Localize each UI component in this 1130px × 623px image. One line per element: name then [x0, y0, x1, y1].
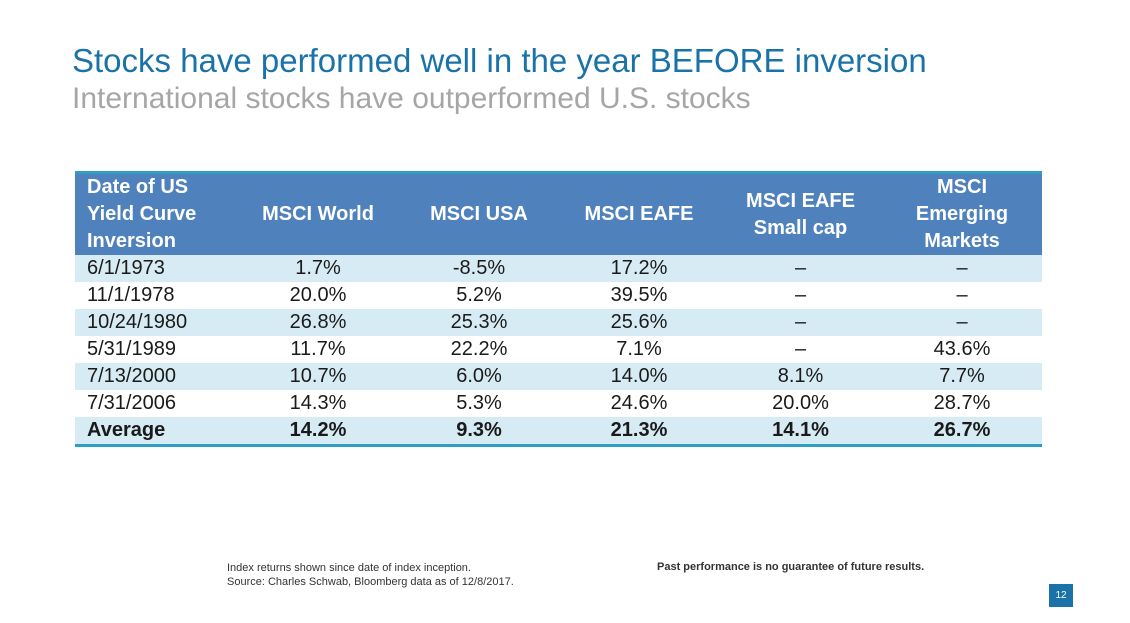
header-line: Inversion [87, 230, 176, 252]
table-row: 7/13/2000 10.7% 6.0% 14.0% 8.1% 7.7% [75, 363, 1042, 390]
msci-eafe-average: 21.3% [610, 419, 668, 441]
msci-world-cell: 1.7% [295, 257, 341, 279]
msci-eafe-small-cap-cell: – [794, 257, 807, 279]
msci-emerging-markets-cell: 7.7% [939, 365, 985, 387]
footnote: Index returns shown since date of index … [227, 561, 514, 589]
msci-emerging-markets-cell: 28.7% [933, 392, 991, 414]
msci-world-cell: 20.0% [289, 284, 347, 306]
table-row: 7/31/2006 14.3% 5.3% 24.6% 20.0% 28.7% [75, 390, 1042, 417]
msci-emerging-markets-average: 26.7% [933, 419, 991, 441]
msci-usa-cell: 5.3% [456, 392, 502, 414]
msci-eafe-small-cap-average: 14.1% [772, 419, 829, 441]
header-line: MSCI EAFE [584, 203, 694, 225]
msci-eafe-small-cap-cell: – [794, 284, 807, 306]
disclaimer: Past performance is no guarantee of futu… [657, 561, 925, 573]
msci-eafe-cell: 25.6% [610, 311, 668, 333]
slide-title: Stocks have performed well in the year B… [72, 42, 927, 79]
header-inversion-date: Date of US Yield Curve Inversion [75, 173, 237, 256]
msci-eafe-cell: 7.1% [616, 338, 662, 360]
header-msci-eafe-small-cap: MSCI EAFE Small cap [719, 173, 882, 256]
msci-usa-average: 9.3% [456, 419, 502, 441]
average-label: Average [87, 419, 166, 441]
msci-emerging-markets-cell: 43.6% [933, 338, 991, 360]
header-msci-emerging-markets: MSCI Emerging Markets [882, 173, 1042, 256]
header-line: MSCI World [262, 203, 374, 225]
table-row: 5/31/1989 11.7% 22.2% 7.1% – 43.6% [75, 336, 1042, 363]
msci-usa-cell: 25.3% [450, 311, 508, 333]
msci-world-cell: 26.8% [289, 311, 347, 333]
inversion-date-cell: 10/24/1980 [87, 311, 188, 333]
footnote-line: Index returns shown since date of index … [227, 562, 471, 574]
msci-emerging-markets-cell: – [956, 257, 968, 279]
msci-eafe-small-cap-cell: 8.1% [777, 365, 824, 387]
inversion-date-cell: 11/1/1978 [87, 284, 175, 306]
returns-table: Date of US Yield Curve Inversion MSCI Wo… [75, 171, 1042, 447]
msci-eafe-cell: 24.6% [610, 392, 668, 414]
average-row: Average 14.2% 9.3% 21.3% 14.1% 26.7% [75, 417, 1042, 446]
header-line: Date of US [87, 176, 189, 198]
header-line: MSCI [937, 176, 987, 198]
msci-emerging-markets-cell: – [956, 311, 968, 333]
msci-eafe-small-cap-cell: 20.0% [772, 392, 829, 414]
inversion-date-cell: 5/31/1989 [87, 338, 176, 360]
msci-world-cell: 14.3% [289, 392, 347, 414]
msci-usa-cell: 22.2% [450, 338, 508, 360]
msci-eafe-cell: 17.2% [610, 257, 668, 279]
table-row: 6/1/1973 1.7% -8.5% 17.2% – – [75, 255, 1042, 282]
msci-eafe-small-cap-cell: – [794, 311, 807, 333]
msci-usa-cell: 5.2% [456, 284, 502, 306]
msci-eafe-cell: 39.5% [610, 284, 668, 306]
header-line: Markets [924, 230, 1000, 252]
header-line: MSCI EAFE [746, 189, 855, 212]
inversion-date-cell: 7/31/2006 [87, 392, 176, 414]
inversion-date-cell: 7/13/2000 [87, 365, 176, 387]
msci-emerging-markets-cell: – [956, 284, 968, 306]
header-msci-eafe: MSCI EAFE [559, 173, 719, 256]
header-line: Yield Curve [87, 203, 197, 225]
header-msci-usa: MSCI USA [399, 173, 559, 256]
header-line: MSCI USA [430, 203, 528, 225]
inversion-date-cell: 6/1/1973 [87, 257, 165, 279]
msci-world-cell: 10.7% [289, 365, 347, 387]
header-msci-world: MSCI World [237, 173, 399, 256]
table-row: 11/1/1978 20.0% 5.2% 39.5% – – [75, 282, 1042, 309]
footnote-line: Source: Charles Schwab, Bloomberg data a… [227, 576, 514, 588]
table-row: 10/24/1980 26.8% 25.3% 25.6% – – [75, 309, 1042, 336]
msci-usa-cell: 6.0% [456, 365, 502, 387]
msci-eafe-small-cap-cell: – [794, 338, 807, 360]
table-header-row: Date of US Yield Curve Inversion MSCI Wo… [75, 172, 1042, 256]
msci-eafe-cell: 14.0% [610, 365, 668, 387]
slide-subtitle: International stocks have outperformed U… [72, 82, 751, 115]
msci-usa-cell: -8.5% [452, 257, 506, 279]
msci-world-cell: 11.7% [290, 338, 346, 360]
page-number-badge: 12 [1049, 584, 1073, 607]
header-line: Emerging [915, 203, 1009, 225]
header-line: Small cap [753, 216, 848, 239]
msci-world-average: 14.2% [289, 419, 347, 441]
